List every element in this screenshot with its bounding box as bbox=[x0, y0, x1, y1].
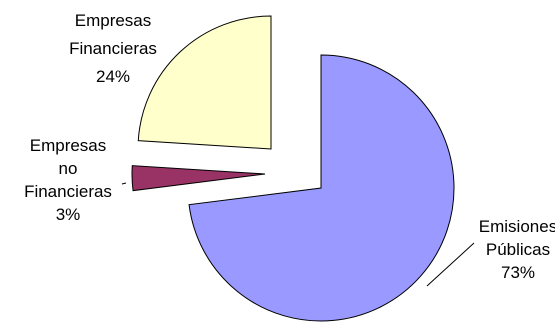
slice-label-line: Emisiones bbox=[479, 217, 555, 236]
slice-label-line: Empresas bbox=[30, 136, 107, 155]
slice-label-line: 3% bbox=[56, 205, 81, 224]
leader-line-0 bbox=[426, 242, 475, 287]
pie-slice-1 bbox=[131, 165, 266, 192]
slice-label-line: Financieras bbox=[24, 182, 112, 201]
slice-label-2: Empresas Financieras 24% bbox=[69, 11, 157, 86]
pie-slice-2 bbox=[137, 15, 272, 150]
slice-label-line: 73% bbox=[501, 263, 535, 282]
slice-label-line: Empresas bbox=[75, 11, 152, 30]
slice-label-1: Empresas no Financieras 3% bbox=[24, 136, 112, 224]
slice-label-0: Emisiones Públicas 73% bbox=[479, 217, 555, 282]
slice-label-line: Financieras bbox=[69, 39, 157, 58]
slice-label-line: Públicas bbox=[486, 240, 550, 259]
pie-slice-0 bbox=[188, 54, 455, 322]
slice-label-line: 24% bbox=[96, 67, 130, 86]
slice-label-line: no bbox=[59, 159, 78, 178]
leader-line-1 bbox=[121, 182, 127, 185]
